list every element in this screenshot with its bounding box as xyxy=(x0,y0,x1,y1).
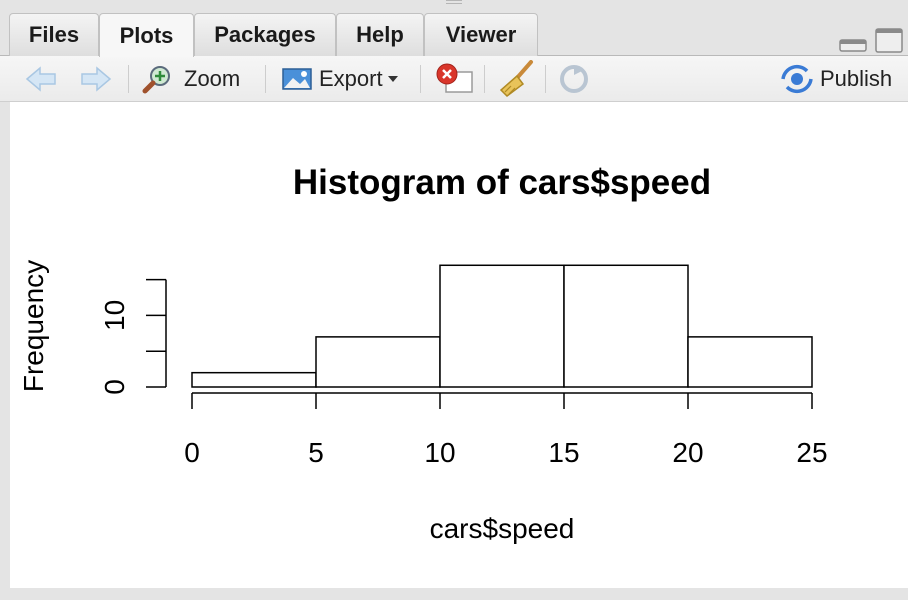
plots-toolbar: Zoom Export xyxy=(0,56,908,102)
pane-resize-grip[interactable] xyxy=(446,0,462,6)
x-axis-label: cars$speed xyxy=(430,513,575,544)
refresh-button[interactable] xyxy=(557,56,591,102)
tab-plots[interactable]: Plots xyxy=(99,13,194,57)
x-tick-label: 0 xyxy=(184,437,200,468)
x-tick-label: 5 xyxy=(308,437,324,468)
forward-arrow-icon xyxy=(81,66,112,92)
back-arrow-icon xyxy=(25,66,56,92)
export-icon xyxy=(282,68,312,90)
remove-plot-button[interactable] xyxy=(434,56,474,102)
zoom-button[interactable]: Zoom xyxy=(142,56,240,102)
export-label: Export xyxy=(319,66,383,91)
back-button[interactable] xyxy=(24,56,58,102)
publish-icon xyxy=(781,64,813,94)
x-tick-label: 10 xyxy=(424,437,455,468)
tab-files[interactable]: Files xyxy=(9,13,99,56)
histogram-bar xyxy=(439,264,565,388)
y-tick-label: 10 xyxy=(99,300,130,331)
histogram-bar xyxy=(687,336,813,388)
toolbar-separator xyxy=(484,65,485,93)
tab-help[interactable]: Help xyxy=(336,13,424,56)
minimize-icon[interactable] xyxy=(838,28,868,54)
publish-button[interactable]: Publish xyxy=(780,56,892,102)
forward-button[interactable] xyxy=(79,56,113,102)
remove-plot-icon xyxy=(436,63,473,93)
chevron-down-icon xyxy=(387,76,398,82)
publish-label: Publish xyxy=(820,66,893,91)
histogram-bar xyxy=(315,336,441,388)
histogram-chart: Histogram of cars$speed Frequency cars$s… xyxy=(18,163,828,544)
toolbar-separator xyxy=(545,65,546,93)
maximize-icon[interactable] xyxy=(874,28,904,54)
y-tick-label: 0 xyxy=(99,379,130,395)
pane-bottom-border xyxy=(0,588,908,600)
pane-tab-bar: Files Plots Packages Help Viewer xyxy=(0,10,908,57)
zoom-icon xyxy=(142,66,170,94)
zoom-label: Zoom xyxy=(184,66,241,91)
toolbar-separator xyxy=(128,65,129,93)
clear-all-plots-button[interactable] xyxy=(497,56,537,102)
export-button[interactable]: Export xyxy=(281,56,399,102)
chart-title: Histogram of cars$speed xyxy=(293,163,711,202)
broom-icon xyxy=(499,60,533,97)
x-tick-label: 25 xyxy=(796,437,827,468)
toolbar-separator xyxy=(265,65,266,93)
x-tick-label: 15 xyxy=(548,437,579,468)
histogram-bar xyxy=(191,371,317,388)
refresh-icon xyxy=(560,65,588,93)
y-axis-label: Frequency xyxy=(18,260,49,392)
x-tick-label: 20 xyxy=(672,437,703,468)
tab-packages[interactable]: Packages xyxy=(194,13,336,56)
tab-viewer[interactable]: Viewer xyxy=(424,13,538,56)
plot-viewer: Histogram of cars$speed Frequency cars$s… xyxy=(10,102,908,588)
toolbar-separator xyxy=(420,65,421,93)
histogram-bar xyxy=(563,264,689,388)
